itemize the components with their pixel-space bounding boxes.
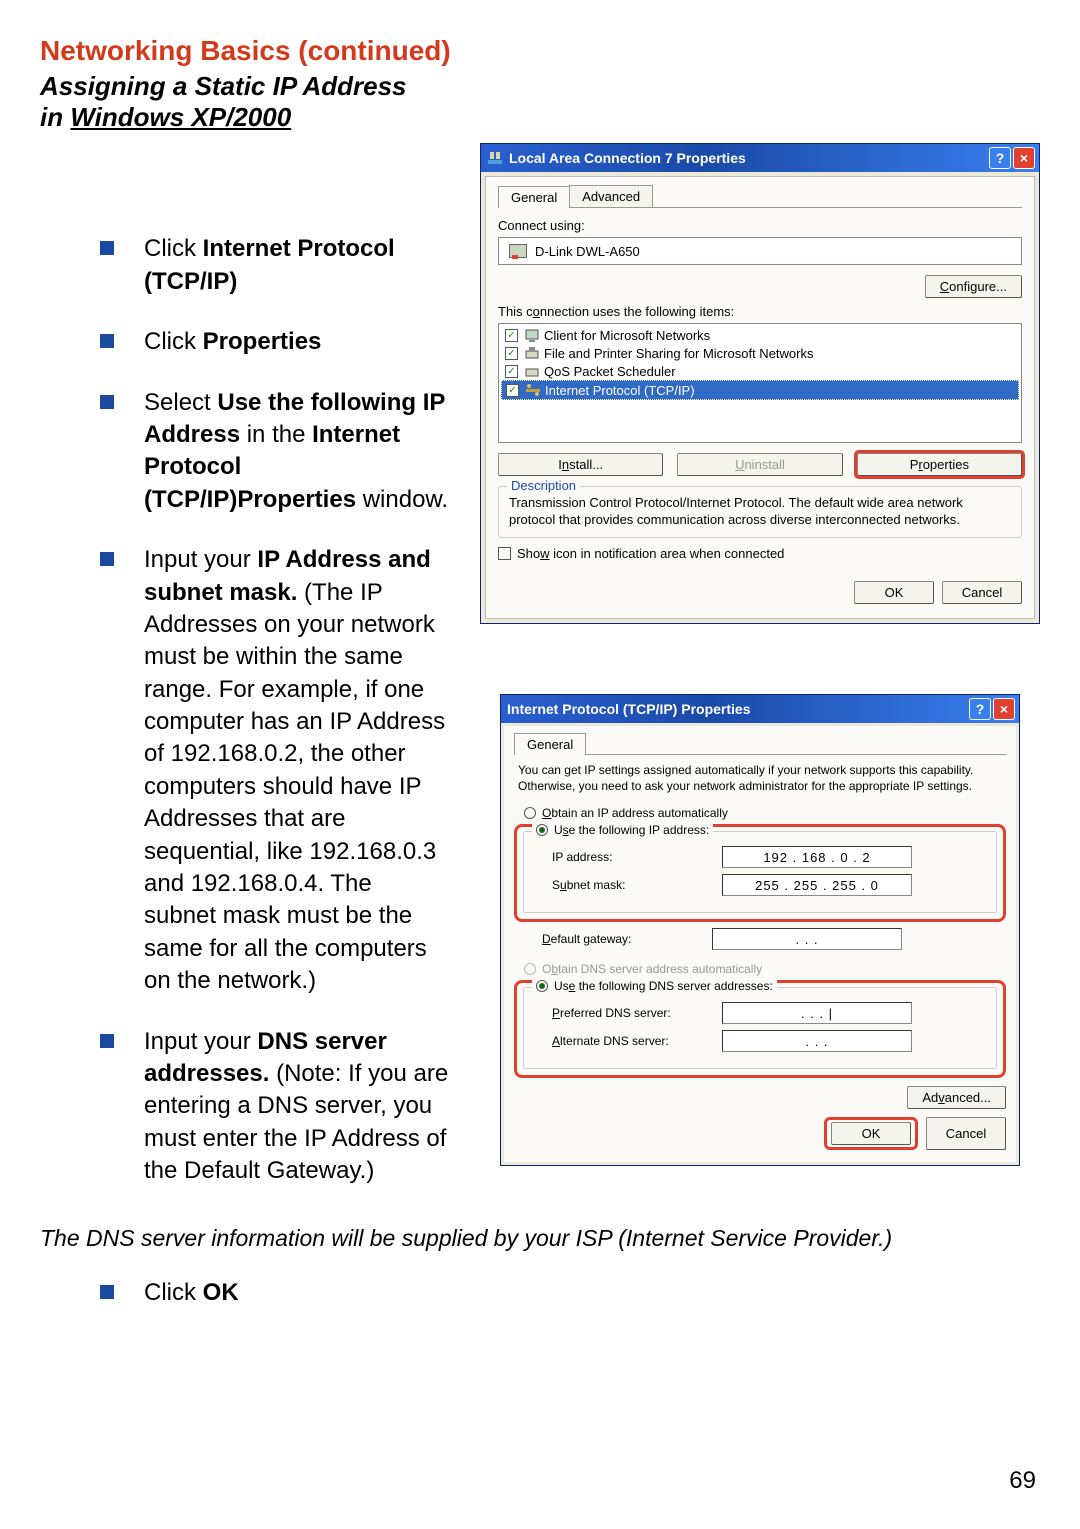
list-item: Select Use the following IP Address in t… — [40, 387, 450, 517]
checkbox-icon[interactable]: ✓ — [505, 329, 518, 342]
checkbox-icon[interactable]: ✓ — [505, 365, 518, 378]
info-text: You can get IP settings assigned automat… — [514, 763, 1006, 794]
bullet-icon — [100, 1034, 114, 1048]
bullet-icon — [100, 552, 114, 566]
adapter-box: D-Link DWL-A650 — [498, 237, 1022, 265]
show-icon-row[interactable]: Show icon in notification area when conn… — [498, 546, 1022, 561]
alternate-dns-row: Alternate DNS server: . . . — [552, 1030, 986, 1052]
obtain-dns-radio: Obtain DNS server address automatically — [524, 962, 1006, 976]
gateway-input[interactable]: . . . — [712, 928, 902, 950]
preferred-dns-input[interactable]: . . . | — [722, 1002, 912, 1024]
sharing-icon — [524, 345, 540, 361]
titlebar: Local Area Connection 7 Properties ? × — [481, 144, 1039, 172]
tab-strip: General Advanced — [498, 185, 1022, 208]
ok-button[interactable]: OK — [831, 1122, 911, 1145]
cancel-button[interactable]: Cancel — [942, 581, 1022, 604]
tab-advanced[interactable]: Advanced — [569, 185, 653, 207]
ip-group-highlighted: Use the following IP address: IP address… — [514, 824, 1006, 922]
close-button[interactable]: × — [993, 698, 1015, 720]
tcpip-properties-dialog: Internet Protocol (TCP/IP) Properties ? … — [500, 694, 1020, 1166]
ok-button[interactable]: OK — [854, 581, 934, 604]
list-item: Input your IP Address and subnet mask. (… — [40, 544, 450, 997]
radio-icon — [524, 963, 536, 975]
items-list[interactable]: ✓ Client for Microsoft Networks ✓ File a… — [498, 323, 1022, 443]
titlebar-text: Local Area Connection 7 Properties — [509, 150, 989, 166]
list-item: Click Properties — [40, 326, 450, 358]
tab-general[interactable]: General — [514, 733, 586, 755]
net-item[interactable]: ✓ QoS Packet Scheduler — [501, 362, 1019, 380]
qos-icon — [524, 363, 540, 379]
advanced-button[interactable]: Advanced... — [907, 1086, 1006, 1109]
net-item[interactable]: ✓ File and Printer Sharing for Microsoft… — [501, 344, 1019, 362]
obtain-ip-radio[interactable]: Obtain an IP address automatically — [524, 806, 1006, 820]
footnote: The DNS server information will be suppl… — [40, 1224, 1040, 1254]
radio-icon[interactable] — [524, 807, 536, 819]
bullet-icon — [100, 395, 114, 409]
bullet-icon — [100, 241, 114, 255]
page-number: 69 — [1009, 1467, 1036, 1495]
page-subtitle: Assigning a Static IP Address in Windows… — [40, 71, 1040, 133]
description-legend: Description — [507, 478, 580, 495]
description-group: Description Transmission Control Protoco… — [498, 486, 1022, 538]
radio-icon[interactable] — [536, 824, 548, 836]
description-text: Transmission Control Protocol/Internet P… — [509, 495, 963, 527]
subnet-input[interactable]: 255 . 255 . 255 . 0 — [722, 874, 912, 896]
bullet-icon — [100, 334, 114, 348]
checkbox-icon[interactable]: ✓ — [506, 384, 519, 397]
install-button[interactable]: Install... — [498, 453, 663, 476]
titlebar-text: Internet Protocol (TCP/IP) Properties — [507, 701, 969, 717]
use-ip-radio[interactable]: Use the following IP address: — [532, 823, 713, 837]
nic-icon — [509, 244, 527, 258]
cancel-button[interactable]: Cancel — [926, 1117, 1006, 1150]
screenshot-column: Local Area Connection 7 Properties ? × G… — [480, 143, 1040, 1215]
use-dns-radio[interactable]: Use the following DNS server addresses: — [532, 979, 777, 993]
properties-button[interactable]: Properties — [857, 453, 1022, 476]
help-button[interactable]: ? — [989, 147, 1011, 169]
list-item: Click Internet Protocol (TCP/IP) — [40, 233, 450, 298]
close-button[interactable]: × — [1013, 147, 1035, 169]
gateway-row: Default gateway: . . . — [542, 928, 1006, 950]
bullet-icon — [100, 1285, 114, 1299]
network-icon — [487, 150, 503, 166]
page-title: Networking Basics (continued) — [40, 35, 1040, 67]
bullet-list: Click Internet Protocol (TCP/IP) Click P… — [40, 233, 450, 1187]
list-item: Input your DNS server addresses. (Note: … — [40, 1026, 450, 1188]
uninstall-button[interactable]: Uninstall — [677, 453, 842, 476]
checkbox-icon[interactable]: ✓ — [505, 347, 518, 360]
list-item: Click OK — [40, 1277, 1040, 1309]
checkbox-icon[interactable] — [498, 547, 511, 560]
help-button[interactable]: ? — [969, 698, 991, 720]
radio-icon[interactable] — [536, 980, 548, 992]
connection-properties-dialog: Local Area Connection 7 Properties ? × G… — [480, 143, 1040, 624]
ok-highlight: OK — [824, 1117, 918, 1150]
net-item[interactable]: ✓ Client for Microsoft Networks — [501, 326, 1019, 344]
configure-button[interactable]: Configure... — [925, 275, 1022, 298]
items-label: This connection uses the following items… — [498, 304, 1022, 319]
ip-address-input[interactable]: 192 . 168 . 0 . 2 — [722, 846, 912, 868]
connect-using-label: Connect using: — [498, 218, 1022, 233]
tcpip-icon — [525, 382, 541, 398]
preferred-dns-row: Preferred DNS server: . . . | — [552, 1002, 986, 1024]
subnet-row: Subnet mask: 255 . 255 . 255 . 0 — [552, 874, 986, 896]
instruction-column: Click Internet Protocol (TCP/IP) Click P… — [40, 143, 450, 1215]
tab-general[interactable]: General — [498, 186, 570, 208]
tab-strip: General — [514, 732, 1006, 755]
alternate-dns-input[interactable]: . . . — [722, 1030, 912, 1052]
ip-address-row: IP address: 192 . 168 . 0 . 2 — [552, 846, 986, 868]
dns-group-highlighted: Use the following DNS server addresses: … — [514, 980, 1006, 1078]
adapter-name: D-Link DWL-A650 — [535, 244, 640, 259]
titlebar: Internet Protocol (TCP/IP) Properties ? … — [501, 695, 1019, 723]
client-icon — [524, 327, 540, 343]
net-item-selected[interactable]: ✓ Internet Protocol (TCP/IP) — [501, 380, 1019, 400]
